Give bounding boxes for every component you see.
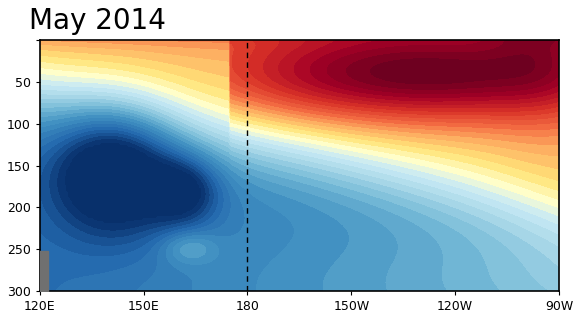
Text: May 2014: May 2014 — [30, 7, 166, 35]
